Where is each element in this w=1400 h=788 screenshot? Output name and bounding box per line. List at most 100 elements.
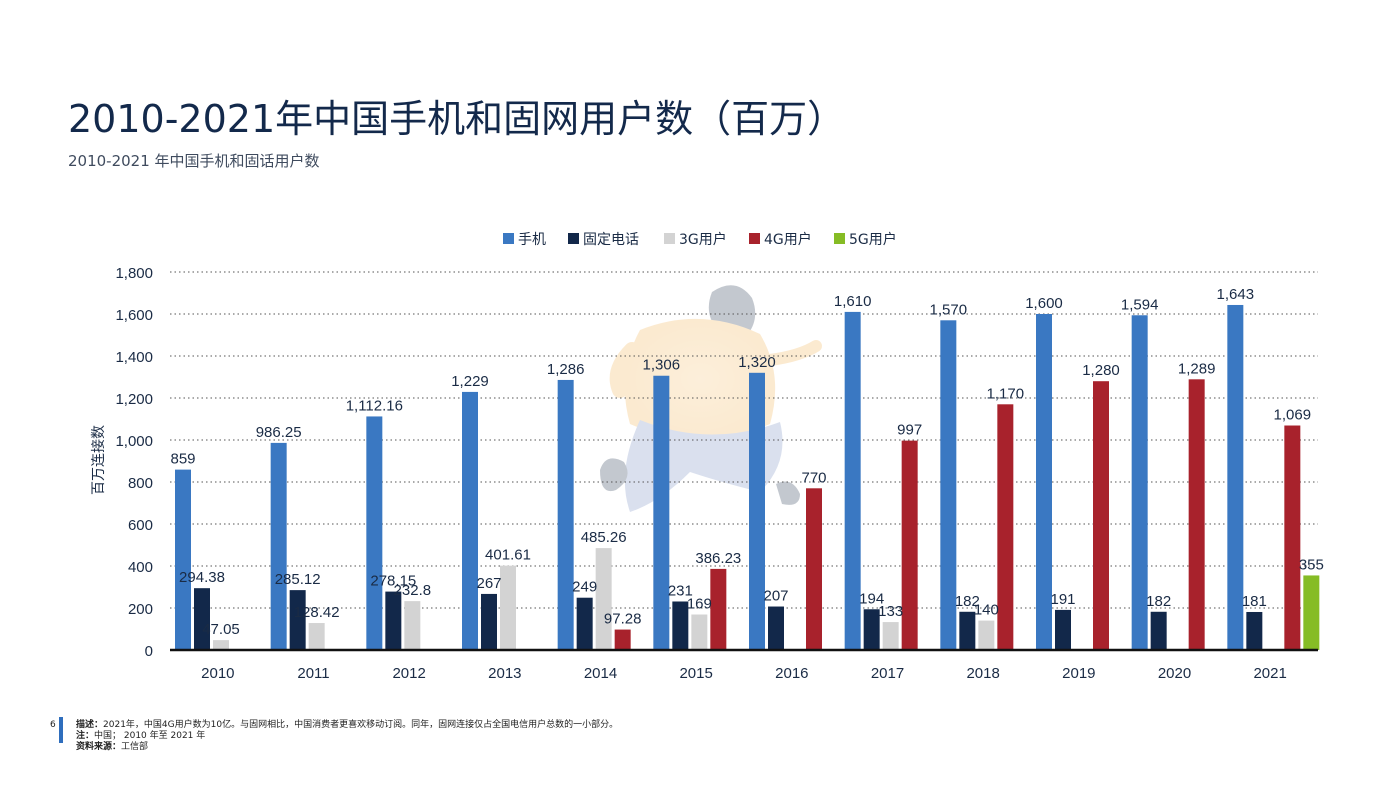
data-label: 1,643: [1217, 286, 1255, 303]
bar: [194, 588, 210, 650]
data-label: 1,320: [738, 354, 776, 371]
data-label: 194: [859, 590, 884, 607]
x-tick-label: 2021: [1253, 665, 1286, 682]
x-tick-label: 2020: [1158, 665, 1191, 682]
bar: [557, 379, 574, 650]
bar: [1246, 611, 1263, 650]
bar: [1150, 611, 1167, 650]
legend-swatch: [834, 233, 845, 244]
x-axis: 2010 2011 2012 2013 2014 2015 2016 2017 2018 2019…: [170, 648, 1318, 682]
data-label: 133: [878, 603, 903, 620]
bar: [1303, 575, 1320, 650]
legend-label: 4G用户: [764, 231, 812, 248]
bar: [768, 606, 784, 650]
data-label: 1,280: [1082, 362, 1120, 379]
y-tick-label: 800: [128, 475, 153, 492]
bar: [1036, 314, 1052, 650]
data-label: 182: [955, 593, 980, 610]
watermark-illustration: [600, 285, 822, 512]
footnote: 描述：2021年，中国4G用户数为10亿。与固网相比，中国消费者更喜欢移动订阅。…: [76, 720, 618, 753]
y-tick-label: 1,600: [115, 307, 153, 324]
data-label: 140: [974, 602, 999, 619]
bar: [691, 614, 708, 650]
bar: [901, 440, 918, 650]
bar: [1284, 425, 1301, 650]
bar: [997, 404, 1014, 650]
page-subtitle: 2010-2021 年中国手机和固话用户数: [68, 152, 320, 170]
data-label: 294.38: [179, 569, 225, 586]
legend-label: 5G用户: [849, 231, 897, 248]
footnote-description-text: 2021年，中国4G用户数为10亿。与固网相比，中国消费者更喜欢移动订阅。同年，…: [103, 720, 619, 730]
data-label: 997: [897, 422, 922, 439]
data-label: 1,229: [451, 373, 489, 390]
data-label: 232.8: [394, 582, 432, 599]
footnote-description-label: 描述：: [76, 720, 104, 730]
data-label: 1,570: [930, 301, 968, 318]
bar: [213, 640, 229, 650]
data-label: 278.15: [370, 573, 416, 590]
bar: [481, 593, 497, 650]
data-label: 1,289: [1178, 360, 1216, 377]
y-tick-label: 1,200: [115, 391, 153, 408]
y-tick-label: 1,000: [115, 433, 153, 450]
x-tick-label: 2019: [1062, 665, 1095, 682]
bar-labels: 859 294.38 47.05 986.25 285.12 128.42 1,112.16…: [170, 286, 1323, 638]
y-tick-label: 1,400: [115, 349, 153, 366]
bar: [653, 375, 670, 650]
data-label: 231: [668, 582, 693, 599]
y-axis: 0 200 400 600 800 1,000 1,200 1,400 1,600 1,800: [115, 265, 153, 660]
y-tick-label: 200: [128, 601, 153, 618]
x-tick-label: 2017: [871, 665, 904, 682]
legend-swatch: [749, 233, 760, 244]
data-label: 1,286: [547, 361, 585, 378]
bar: [978, 620, 995, 650]
footnote-source: 资料来源：工信部: [76, 742, 618, 753]
x-tick-label: 2010: [201, 665, 234, 682]
y-tick-label: 400: [128, 559, 153, 576]
bar: [270, 442, 287, 650]
footnote-accent-bar: [59, 717, 63, 743]
legend-label: 3G用户: [679, 231, 727, 248]
legend-label: 固定电话: [583, 232, 639, 248]
data-label: 485.26: [581, 529, 627, 546]
data-label: 207: [763, 588, 788, 605]
bar: [710, 568, 727, 650]
data-label: 169: [687, 596, 712, 613]
data-label: 1,069: [1274, 407, 1312, 424]
bar: [462, 391, 478, 650]
data-label: 285.12: [275, 571, 321, 588]
bars: [175, 304, 1320, 650]
data-label: 181: [1242, 593, 1267, 610]
bar: [863, 609, 880, 650]
page-title: 2010-2021年中国手机和固网用户数（百万）: [68, 97, 846, 141]
data-label: 1,112.16: [346, 397, 403, 414]
data-label: 1,594: [1121, 296, 1159, 313]
x-tick-label: 2014: [584, 665, 617, 682]
legend-label: 手机: [518, 232, 546, 248]
bar: [404, 601, 421, 650]
y-tick-label: 1,800: [115, 265, 153, 282]
footnote-source-label: 资料来源：: [76, 742, 122, 752]
data-label: 267: [476, 575, 501, 592]
bar: [959, 611, 976, 650]
bar: [844, 311, 861, 650]
x-tick-label: 2011: [297, 665, 329, 682]
data-label: 47.05: [202, 621, 240, 638]
data-label: 1,170: [987, 385, 1025, 402]
bar: [175, 469, 191, 650]
footnote-note-label: 注：: [76, 731, 95, 741]
footnote-description: 描述：2021年，中国4G用户数为10亿。与固网相比，中国消费者更喜欢移动订阅。…: [76, 720, 618, 731]
footnote-note: 注：中国； 2010 年至 2021 年: [76, 731, 618, 742]
data-label: 1,600: [1025, 295, 1063, 312]
bar: [614, 629, 631, 650]
footnote-note-text: 中国； 2010 年至 2021 年: [94, 731, 206, 741]
data-label: 1,306: [643, 357, 681, 374]
data-label: 249: [572, 579, 597, 596]
bar: [1055, 609, 1071, 650]
y-tick-label: 0: [145, 643, 153, 660]
page-number: 6: [50, 720, 56, 730]
bar: [1131, 315, 1148, 650]
bar: [1188, 379, 1205, 650]
bar: [1093, 381, 1109, 650]
